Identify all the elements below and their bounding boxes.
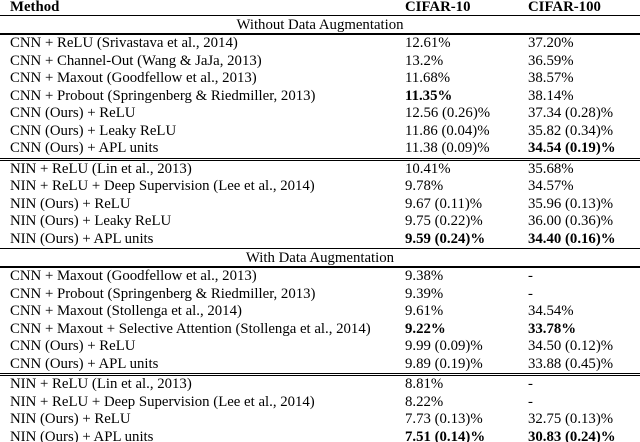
cifar10-value-cell: 12.56 (0.26)%: [405, 105, 491, 121]
cifar100-value-cell: -: [528, 285, 533, 302]
method-cell: NIN (Ours) + ReLU: [10, 411, 131, 427]
cifar10-value-cell: 10.41%: [405, 157, 528, 178]
header-row: Method CIFAR-10 CIFAR-100: [0, 0, 640, 16]
table-row: CNN + Maxout (Goodfellow et al., 2013) 11…: [0, 70, 640, 88]
method-cell: CNN + Maxout + Selective Attention (Stol…: [10, 320, 371, 337]
method-cell: CNN + Channel-Out (Wang & JaJa, 2013): [10, 52, 262, 69]
table-row: CNN + Maxout + Selective Attention (Stol…: [0, 321, 640, 339]
method-cell: CNN (Ours) + APL units: [10, 355, 159, 372]
table-row: CNN (Ours) + ReLU 12.56 (0.26)% 37.34 (0.2…: [0, 105, 640, 123]
table-row: CNN + Probout (Springenberg & Riedmiller…: [0, 88, 640, 106]
table-row: CNN + Channel-Out (Wang & JaJa, 2013) 13.…: [0, 53, 640, 71]
table-row: NIN + ReLU (Lin et al., 2013) 10.41% 35.68…: [0, 157, 640, 178]
cifar100-value-cell: 36.59%: [528, 52, 574, 69]
table-row: NIN (Ours) + APL units 9.59 (0.24)% 34.40 …: [0, 231, 640, 249]
cifar100-value-cell: 30.83 (0.24)%: [528, 428, 616, 442]
cifar10-value-cell: 9.59 (0.24)%: [405, 230, 486, 247]
cifar100-value-cell: 34.54 (0.19)%: [528, 140, 616, 156]
cifar10-value-cell: 8.22%: [405, 393, 444, 410]
cifar10-value-cell: 9.89 (0.19)%: [405, 355, 483, 372]
cifar10-value-cell: 7.51 (0.14)%: [405, 428, 486, 442]
method-cell: CNN + Probout (Springenberg & Riedmiller…: [10, 87, 316, 104]
cifar100-value-cell: 37.34 (0.28)%: [528, 105, 614, 121]
table-row: CNN (Ours) + APL units 9.89 (0.19)% 33.88 …: [0, 356, 640, 375]
table-row: NIN (Ours) + APL units 7.51 (0.14)% 30.83 …: [0, 429, 640, 442]
cifar10-value-cell: 9.39%: [405, 285, 444, 302]
cifar100-value-cell: 36.00 (0.36)%: [528, 213, 614, 229]
table-row: NIN + ReLU + Deep Supervision (Lee et al…: [0, 394, 640, 412]
cifar10-value-cell: 11.35%: [405, 87, 453, 104]
method-cell: NIN + ReLU (Lin et al., 2013): [0, 157, 405, 178]
cifar100-value-cell: -: [528, 373, 640, 394]
cifar100-value-cell: -: [528, 393, 533, 410]
method-cell: CNN (Ours) + ReLU: [10, 105, 136, 121]
table-row: CNN + Probout (Springenberg & Riedmiller…: [0, 286, 640, 304]
cifar100-value-cell: -: [528, 268, 533, 284]
table-row: NIN (Ours) + Leaky ReLU 9.75 (0.22)% 36.00…: [0, 213, 640, 231]
cifar10-value-cell: 11.38 (0.09)%: [405, 140, 490, 156]
cifar10-value-cell: 9.75 (0.22)%: [405, 213, 483, 229]
table-row: NIN + ReLU + Deep Supervision (Lee et al…: [0, 178, 640, 196]
cifar10-value-cell: 11.68%: [405, 70, 451, 86]
cifar10-value-cell: 13.2%: [405, 52, 444, 69]
method-cell: NIN + ReLU (Lin et al., 2013): [0, 373, 405, 394]
cifar10-value-cell: 11.86 (0.04)%: [405, 122, 490, 139]
col-header-cifar100: CIFAR-100: [528, 0, 640, 16]
cifar10-value-cell: 8.81%: [405, 373, 528, 394]
table-row: CNN + ReLU (Srivastava et al., 2014) 12.6…: [0, 34, 640, 53]
method-cell: NIN (Ours) + ReLU: [10, 195, 131, 212]
cifar100-value-cell: 34.57%: [528, 178, 574, 194]
section-header-row: With Data Augmentation: [0, 248, 640, 268]
cifar10-value-cell: 9.22%: [405, 320, 446, 337]
table-row: NIN (Ours) + ReLU 7.73 (0.13)% 32.75 (0.13…: [0, 411, 640, 429]
cifar10-value-cell: 9.61%: [405, 303, 444, 319]
cifar100-value-cell: 33.88 (0.45)%: [528, 355, 614, 372]
cifar10-value-cell: 7.73 (0.13)%: [405, 411, 483, 427]
cifar100-value-cell: 34.54%: [528, 303, 574, 319]
method-cell: NIN (Ours) + APL units: [10, 428, 154, 442]
table-row: CNN (Ours) + Leaky ReLU 11.86 (0.04)% 35.8…: [0, 123, 640, 141]
cifar100-value-cell: 35.96 (0.13)%: [528, 195, 614, 212]
col-header-cifar10: CIFAR-10: [405, 0, 528, 16]
section-title: With Data Augmentation: [0, 248, 640, 268]
cifar100-value-cell: 33.78%: [528, 320, 577, 337]
cifar10-value-cell: 9.99 (0.09)%: [405, 338, 483, 354]
cifar100-value-cell: 38.57%: [528, 70, 574, 86]
method-cell: CNN + Probout (Springenberg & Riedmiller…: [10, 285, 316, 302]
cifar100-value-cell: 37.20%: [528, 35, 574, 51]
cifar100-value-cell: 34.40 (0.16)%: [528, 230, 616, 247]
method-cell: CNN + Maxout (Stollenga et al., 2014): [10, 303, 242, 319]
method-cell: NIN + ReLU + Deep Supervision (Lee et al…: [10, 178, 315, 194]
table-row: CNN (Ours) + ReLU 9.99 (0.09)% 34.50 (0.12…: [0, 338, 640, 356]
table-row: CNN + Maxout (Goodfellow et al., 2013) 9.…: [0, 267, 640, 286]
cifar100-value-cell: 35.82 (0.34)%: [528, 122, 614, 139]
cifar100-value-cell: 38.14%: [528, 87, 574, 104]
cifar100-value-cell: 35.68%: [528, 157, 640, 178]
section-title: Without Data Augmentation: [0, 15, 640, 35]
cifar10-value-cell: 12.61%: [405, 35, 451, 51]
col-header-method: Method: [0, 0, 405, 16]
method-cell: CNN + Maxout (Goodfellow et al., 2013): [10, 268, 257, 284]
method-cell: NIN (Ours) + APL units: [10, 230, 154, 247]
cifar10-value-cell: 9.78%: [405, 178, 444, 194]
cifar10-value-cell: 9.67 (0.11)%: [405, 195, 483, 212]
method-cell: CNN (Ours) + APL units: [10, 140, 159, 156]
table-row: NIN (Ours) + ReLU 9.67 (0.11)% 35.96 (0.13…: [0, 196, 640, 214]
cifar100-value-cell: 34.50 (0.12)%: [528, 338, 614, 354]
cifar100-value-cell: 32.75 (0.13)%: [528, 411, 614, 427]
method-cell: NIN (Ours) + Leaky ReLU: [10, 213, 172, 229]
method-cell: CNN + Maxout (Goodfellow et al., 2013): [10, 70, 257, 86]
method-cell: CNN (Ours) + Leaky ReLU: [10, 122, 177, 139]
table-row: NIN + ReLU (Lin et al., 2013) 8.81% -: [0, 373, 640, 394]
table-row: CNN + Maxout (Stollenga et al., 2014) 9.6…: [0, 303, 640, 321]
method-cell: CNN (Ours) + ReLU: [10, 338, 136, 354]
section-header-row: Without Data Augmentation: [0, 15, 640, 35]
method-cell: CNN + ReLU (Srivastava et al., 2014): [10, 35, 238, 51]
cifar10-value-cell: 9.38%: [405, 268, 444, 284]
method-cell: NIN + ReLU + Deep Supervision (Lee et al…: [10, 393, 315, 410]
table-row: CNN (Ours) + APL units 11.38 (0.09)% 34.54…: [0, 140, 640, 159]
